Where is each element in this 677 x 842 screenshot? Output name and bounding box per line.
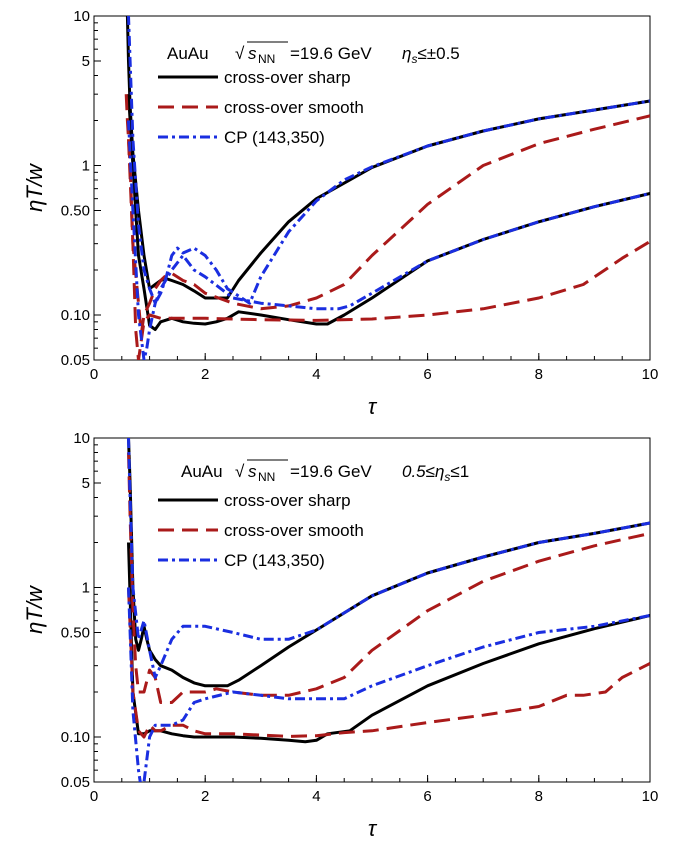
y-tick-label: 0.10 xyxy=(61,729,90,746)
legend: cross-over sharp cross-over smooth CP (143… xyxy=(158,68,364,147)
x-tick-label: 2 xyxy=(201,366,209,383)
x-axis-label: τ xyxy=(368,816,378,841)
legend-label: CP (143,350) xyxy=(224,551,325,570)
x-tick-label: 8 xyxy=(535,366,543,383)
top-panel: 0 2 4 6 8 10 0.05 0.10 0.50 1 5 10 ηT/w τ AuAu √ s … xyxy=(22,8,658,419)
plot-frame xyxy=(93,15,651,361)
series-line-cross-over-smooth-0 xyxy=(127,452,650,704)
x-tick-label: 0 xyxy=(90,788,98,805)
x-tick-label: 2 xyxy=(201,788,209,805)
series-line-cross-over-smooth-1 xyxy=(127,587,650,739)
annotation: AuAu √ s NN =19.6 GeV 0.5≤ηs≤1 xyxy=(181,459,469,484)
annotation: AuAu √ s NN =19.6 GeV ηs≤±0.5 xyxy=(167,41,460,66)
series-line-cross-over-sharp-1 xyxy=(127,542,650,744)
x-axis-label: τ xyxy=(368,394,378,419)
series-line-cross-over-smooth-1 xyxy=(127,139,650,360)
bottom-panel: 0 2 4 6 8 10 0.05 0.10 0.50 1 5 10 ηT/w τ AuAu √ s … xyxy=(22,430,658,841)
annotation-system: AuAu xyxy=(167,44,209,63)
x-tick-label: 10 xyxy=(642,788,659,805)
tick-layer: 0 2 4 6 8 10 0.05 0.10 0.50 1 5 10 xyxy=(61,430,659,805)
series-line-cp-143-350--1 xyxy=(127,120,650,360)
annotation-nn: NN xyxy=(258,470,275,484)
y-axis-label: ηT/w xyxy=(22,162,47,212)
annotation-nn: NN xyxy=(258,52,275,66)
y-tick-label: 1 xyxy=(82,579,90,596)
series-layer xyxy=(124,16,650,360)
legend: cross-over sharp cross-over smooth CP (143… xyxy=(158,491,364,570)
annotation-eta-cut: ηs≤±0.5 xyxy=(402,44,460,66)
series-line-cp-143-350--0 xyxy=(127,16,650,305)
y-tick-label: 0.05 xyxy=(61,352,90,369)
x-tick-label: 0 xyxy=(90,366,98,383)
y-tick-label: 5 xyxy=(82,475,90,492)
tick-layer: 0 2 4 6 8 10 0.05 0.10 0.50 1 5 10 xyxy=(61,8,659,383)
legend-label: CP (143,350) xyxy=(224,128,325,147)
legend-label: cross-over smooth xyxy=(224,521,364,540)
legend-label: cross-over smooth xyxy=(224,98,364,117)
series-line-cp-143-350--0 xyxy=(127,438,650,679)
annotation-energy: =19.6 GeV xyxy=(290,462,372,481)
x-tick-label: 4 xyxy=(312,366,320,383)
y-tick-label: 5 xyxy=(82,53,90,70)
legend-label: cross-over sharp xyxy=(224,491,351,510)
x-tick-label: 8 xyxy=(535,788,543,805)
x-tick-label: 6 xyxy=(423,366,431,383)
y-tick-label: 1 xyxy=(82,157,90,174)
y-tick-label: 0.10 xyxy=(61,307,90,324)
y-tick-label: 10 xyxy=(73,430,90,447)
annotation-sqrt: √ xyxy=(235,44,245,63)
series-line-cp-143-350--1 xyxy=(127,587,650,782)
series-layer xyxy=(127,438,650,782)
y-tick-label: 10 xyxy=(73,8,90,25)
annotation-eta-cut: 0.5≤ηs≤1 xyxy=(402,462,469,484)
annotation-sqrt: √ xyxy=(235,462,245,481)
series-line-cross-over-sharp-0 xyxy=(127,438,650,688)
y-axis-label: ηT/w xyxy=(22,584,47,634)
x-tick-label: 6 xyxy=(423,788,431,805)
y-tick-label: 0.05 xyxy=(61,774,90,791)
annotation-s: s xyxy=(248,44,257,63)
x-tick-label: 10 xyxy=(642,366,659,383)
x-tick-label: 4 xyxy=(312,788,320,805)
y-tick-label: 0.50 xyxy=(61,203,90,220)
annotation-system: AuAu xyxy=(181,462,223,481)
annotation-energy: =19.6 GeV xyxy=(290,44,372,63)
legend-label: cross-over sharp xyxy=(224,68,351,87)
y-tick-label: 0.50 xyxy=(61,625,90,642)
annotation-s: s xyxy=(248,462,257,481)
